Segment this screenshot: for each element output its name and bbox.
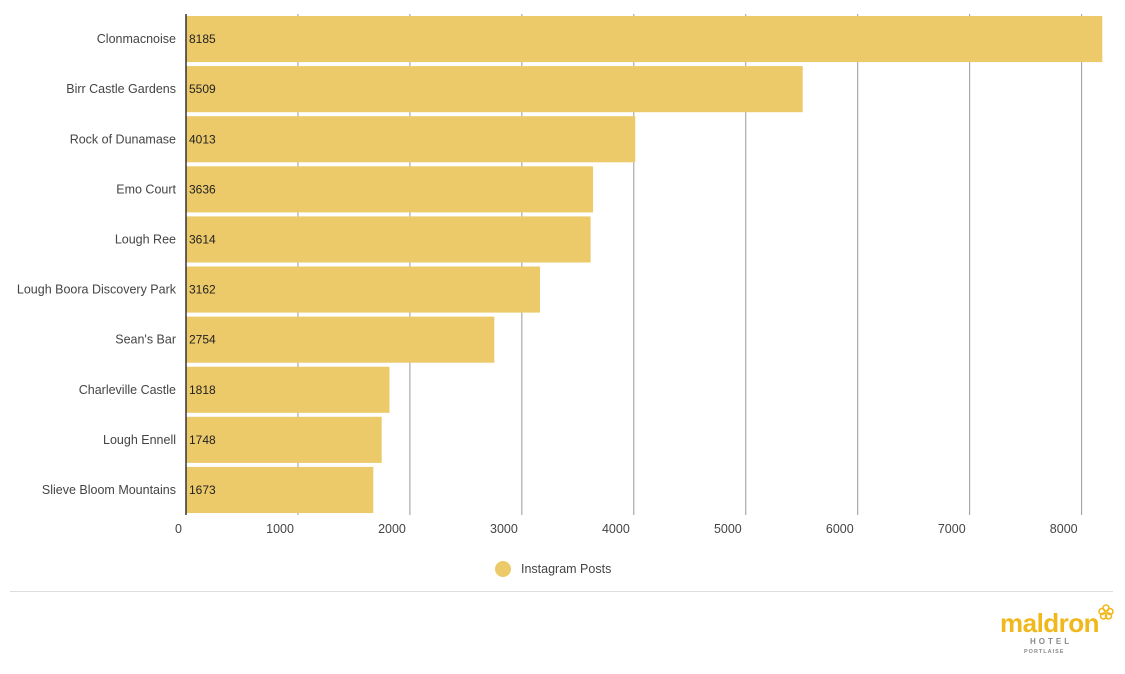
category-label: Lough Ree — [115, 232, 176, 246]
bar-value-label: 1818 — [189, 383, 216, 397]
bar — [186, 166, 594, 213]
x-tick-label: 1000 — [266, 522, 294, 536]
x-tick-label: 5000 — [714, 522, 742, 536]
bar — [186, 216, 591, 263]
bar-value-label: 3614 — [189, 232, 216, 246]
bar-value-label: 4013 — [189, 132, 216, 146]
x-tick-labels: 0 1000 2000 3000 4000 5000 6000 7000 8000 — [175, 522, 1078, 536]
category-label: Birr Castle Gardens — [66, 82, 176, 96]
category-label: Lough Boora Discovery Park — [17, 283, 177, 297]
maldron-logo: maldron HOTEL PORTLAISE — [1000, 604, 1116, 660]
legend-marker — [495, 561, 511, 577]
bar-value-label: 2754 — [189, 333, 216, 347]
category-label: Sean's Bar — [115, 333, 176, 347]
bar-value-label: 1673 — [189, 483, 216, 497]
divider — [10, 591, 1113, 592]
bar — [186, 366, 390, 413]
x-tick-label: 0 — [175, 522, 182, 536]
logo-brand: maldron — [1000, 608, 1100, 638]
bar — [186, 316, 495, 363]
legend-label: Instagram Posts — [521, 562, 612, 576]
category-label: Rock of Dunamase — [70, 132, 176, 146]
bar-value-label: 1748 — [189, 433, 216, 447]
category-label: Lough Ennell — [103, 433, 176, 447]
x-tick-label: 4000 — [602, 522, 630, 536]
category-label: Slieve Bloom Mountains — [42, 483, 176, 497]
legend: Instagram Posts — [495, 561, 611, 577]
bar-chart: 8185 5509 4013 3636 3614 3162 2754 1818 1748 1673… — [17, 14, 1103, 536]
category-label: Emo Court — [116, 182, 176, 196]
x-tick-label: 6000 — [826, 522, 854, 536]
bar-value-label: 3162 — [189, 283, 216, 297]
bar — [186, 266, 540, 313]
bar-value-label: 8185 — [189, 32, 216, 46]
bar — [186, 66, 803, 113]
bar — [186, 466, 374, 513]
bar — [186, 416, 382, 463]
logo-hotel: HOTEL — [1030, 637, 1073, 646]
bar-value-label: 3636 — [189, 182, 216, 196]
logo-location: PORTLAISE — [1024, 649, 1065, 655]
x-tick-label: 3000 — [490, 522, 518, 536]
bar-value-label: 5509 — [189, 82, 216, 96]
x-tick-label: 8000 — [1050, 522, 1078, 536]
x-tick-label: 2000 — [378, 522, 406, 536]
category-label: Clonmacnoise — [97, 32, 176, 46]
category-label: Charleville Castle — [79, 383, 176, 397]
category-labels: Clonmacnoise Birr Castle Gardens Rock of D… — [17, 32, 177, 497]
x-tick-label: 7000 — [938, 522, 966, 536]
bars: 8185 5509 4013 3636 3614 3162 2754 1818 1748 1673 — [186, 16, 1103, 513]
flower-icon — [1098, 604, 1114, 620]
bar — [186, 16, 1103, 63]
bar — [186, 116, 636, 163]
